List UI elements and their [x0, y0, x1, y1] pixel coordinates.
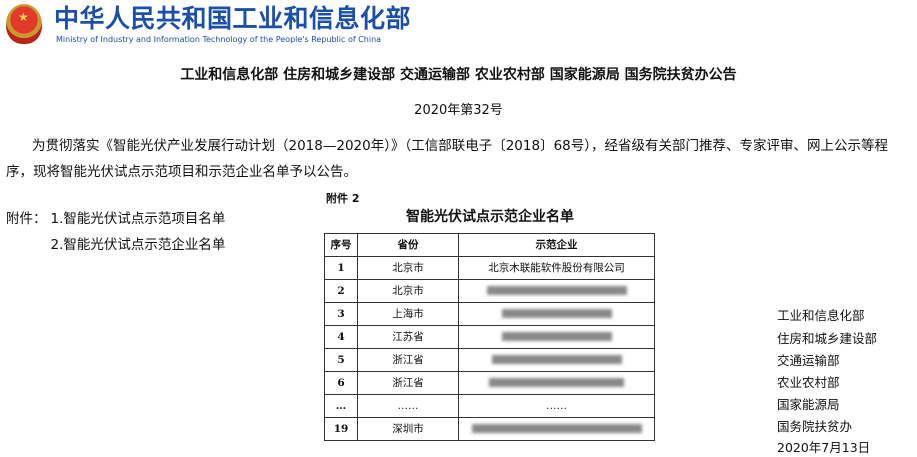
signatory: 交通运输部: [777, 353, 840, 368]
cell-no: 5: [324, 348, 358, 372]
table-row: 19 深圳市: [324, 417, 655, 441]
col-province: 省份: [357, 233, 459, 257]
cell-province: 上海市: [357, 302, 459, 326]
cell-province: 北京市: [357, 256, 459, 280]
table-row: 3 上海市: [324, 302, 655, 326]
attachment-link-2[interactable]: 2.智能光伏试点示范企业名单: [50, 237, 226, 253]
signatory: 住房和城乡建设部: [777, 331, 878, 346]
cell-province: 浙江省: [357, 348, 459, 372]
cell-company: [458, 371, 655, 395]
table-row: 2 北京市: [324, 279, 655, 303]
cell-company: 北京木联能软件股份有限公司: [458, 256, 655, 280]
attachments-label: 附件：: [6, 211, 47, 227]
cell-province: ……: [357, 394, 459, 418]
notice-number: 2020年第32号: [414, 103, 503, 118]
cell-no: 6: [324, 371, 358, 395]
signatory: 国务院扶贫办: [777, 419, 853, 434]
table-row: ……………: [324, 394, 655, 418]
cell-no: 19: [324, 417, 358, 441]
notice-body: 为贯彻落实《智能光伏产业发展行动计划（2018—2020年）》（工信部联电子〔2…: [6, 138, 888, 180]
cell-company: ……: [458, 394, 655, 418]
attachment-link-1[interactable]: 1.智能光伏试点示范项目名单: [50, 211, 226, 227]
col-company: 示范企业: [458, 233, 655, 257]
table-row: 5 浙江省: [324, 348, 655, 372]
cell-no: 1: [324, 256, 358, 280]
logo-title[interactable]: 中华人民共和国工业和信息化部: [54, 4, 412, 33]
cell-no: 4: [324, 325, 358, 349]
redacted-text: [501, 332, 612, 341]
national-emblem-icon: ★: [6, 4, 42, 44]
table-header: 序号 省份 示范企业: [324, 233, 655, 257]
logo-subtitle: Ministry of Industry and Information Tec…: [56, 35, 382, 44]
cell-province: 北京市: [357, 279, 459, 303]
signatory: 国家能源局: [777, 397, 840, 412]
cell-province: 浙江省: [357, 371, 459, 395]
signatory: 工业和信息化部: [777, 308, 865, 323]
company-table: 序号 省份 示范企业 1 北京市 北京木联能软件股份有限公司 2 北京市 3 上海市 4 江苏省…: [324, 233, 655, 441]
cell-province: 深圳市: [357, 417, 459, 441]
attachments-list: 1.智能光伏试点示范项目名单 2.智能光伏试点示范企业名单: [47, 206, 226, 258]
table-row: 6 浙江省: [324, 371, 655, 395]
cell-company: [458, 302, 655, 326]
redacted-text: [486, 286, 627, 295]
cell-no: 3: [324, 302, 358, 326]
notice-title: 工业和信息化部 住房和城乡建设部 交通运输部 农业农村部 国家能源局 国务院扶贫…: [180, 67, 737, 83]
cell-province: 江苏省: [357, 325, 459, 349]
attachments: 附件： 1.智能光伏试点示范项目名单 2.智能光伏试点示范企业名单: [6, 206, 225, 258]
table-row: 1 北京市 北京木联能软件股份有限公司: [324, 256, 655, 280]
redacted-text: [471, 424, 642, 433]
table-row: 4 江苏省: [324, 325, 655, 349]
cell-no: 2: [324, 279, 358, 303]
notice-date: 2020年7月13日: [777, 440, 871, 455]
col-no: 序号: [324, 233, 358, 257]
cell-company: [458, 348, 655, 372]
cell-no: …: [324, 394, 358, 418]
redacted-text: [489, 378, 624, 387]
signatory: 农业农村部: [777, 375, 840, 390]
cell-company: [458, 417, 655, 441]
cell-company: [458, 279, 655, 303]
redacted-text: [501, 309, 612, 318]
image-label: 附件 2: [326, 192, 360, 205]
image-title: 智能光伏试点示范企业名单: [406, 209, 574, 225]
cell-company: [458, 325, 655, 349]
redacted-text: [491, 355, 622, 364]
